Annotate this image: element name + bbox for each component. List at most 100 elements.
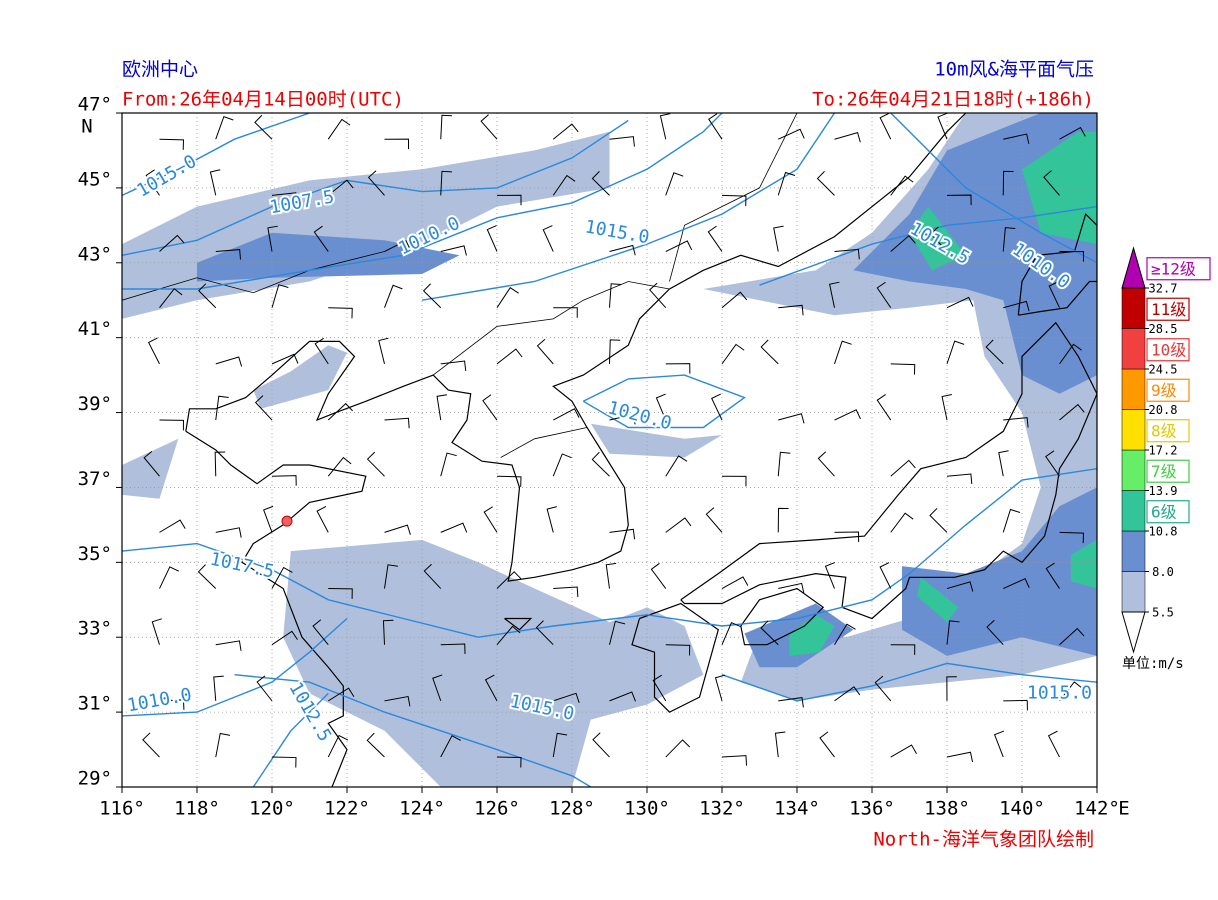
wind-barb [609, 244, 636, 256]
wind-barb [384, 417, 410, 429]
wind-barb [609, 136, 635, 147]
isobar [234, 674, 592, 787]
wind-barb [834, 409, 861, 421]
wind-barb [609, 283, 622, 308]
wind-barb [552, 453, 572, 477]
isobar [252, 692, 329, 787]
wind-barb [535, 620, 554, 646]
wind-barb [436, 394, 448, 421]
wind-barb [721, 475, 747, 487]
wind-barb [890, 744, 917, 758]
colorbar-bin [1121, 328, 1146, 370]
wind-barb [774, 731, 786, 758]
colorbar-extend-min [1121, 611, 1146, 654]
lat-tick-label: 37° [78, 468, 112, 490]
grade-box [1146, 378, 1190, 402]
wind-barb [142, 732, 160, 758]
colorbar-bin [1121, 571, 1146, 613]
wind-barb [215, 115, 234, 140]
wind-barb [665, 240, 693, 252]
wind-barb [215, 356, 243, 367]
wind-barb [384, 138, 410, 150]
wind-barb [198, 283, 217, 309]
isobar [122, 119, 629, 256]
wind-barb [652, 674, 667, 702]
lat-tick-label: 45° [78, 168, 112, 190]
colorbar-tick-label: 5.5 [1152, 606, 1174, 620]
contour-label: 1017.5 [208, 549, 276, 583]
wind-barb [440, 452, 457, 477]
wind-barb [1003, 133, 1030, 144]
coastline [504, 617, 533, 631]
lon-tick-label: 136° [849, 798, 895, 820]
wind-barb [1002, 170, 1014, 196]
isobar [890, 113, 1097, 264]
wind-barb [271, 353, 299, 365]
isobar [122, 113, 723, 290]
wind-barb [159, 234, 185, 252]
wind-barb [834, 686, 861, 702]
axes: 116° 118° 120° 122° 124° 126° 128° 130° 132° 134°… [78, 94, 1120, 820]
grade-box [1146, 338, 1190, 362]
wind-shade-strong [1022, 131, 1097, 245]
lon-tick-label: 142° [1074, 798, 1120, 820]
wind-barb [778, 304, 804, 316]
wind-barb [327, 179, 354, 196]
colorbar-tick-label: 20.8 [1149, 403, 1178, 417]
isobar [582, 374, 746, 429]
wind-barb [384, 564, 398, 589]
wind-barb [650, 562, 667, 589]
wind-barb [890, 363, 916, 375]
lon-tick-label: 130° [624, 798, 670, 820]
border-line [432, 281, 670, 376]
wind-barb [609, 414, 636, 425]
contour-label: 1015.0 [583, 216, 651, 248]
wind-barb [1002, 508, 1021, 533]
wind-barb [777, 171, 796, 196]
coastline [1017, 212, 1097, 316]
lon-tick-label: 134° [774, 798, 820, 820]
wind-shade-light [283, 539, 704, 787]
wind-barb [876, 394, 892, 421]
station-marker [281, 515, 293, 527]
wind-barb [591, 451, 610, 477]
from-time: From:26年04月14日00时(UTC) [122, 89, 404, 111]
wind-barb [553, 586, 579, 597]
wind-barb [834, 340, 852, 365]
coastline [185, 113, 967, 582]
wind-barb [591, 171, 610, 196]
colorbar-tick-label: 17.2 [1149, 444, 1178, 458]
wind-barb [778, 413, 805, 424]
wind-barb [890, 235, 916, 252]
wind-barb [941, 394, 952, 421]
colorbar-bin [1121, 449, 1146, 491]
colorbar-tick-label: 24.5 [1149, 363, 1178, 377]
wind-barb [665, 455, 688, 477]
wind-barb [778, 128, 805, 140]
border-line [669, 113, 798, 282]
wind-barb [327, 734, 349, 758]
wind-barb [367, 170, 385, 196]
wind-shade-light [122, 438, 179, 499]
wind-barb [271, 192, 298, 203]
wind-barb [482, 394, 498, 421]
wind-barb [946, 581, 974, 592]
wind-barb [159, 419, 185, 431]
wind-barb [946, 676, 957, 701]
wind-barb [553, 408, 580, 421]
wind-barb [215, 395, 229, 421]
wind-barb [1059, 531, 1085, 544]
lon-tick-label: 124° [399, 798, 445, 820]
wind-barb [432, 674, 443, 702]
wind-barb [496, 194, 522, 206]
wind-barb [271, 630, 298, 646]
wind-barb [834, 531, 860, 543]
wind-barb [496, 756, 522, 768]
coastline [185, 430, 367, 787]
wind-barb [609, 528, 636, 540]
wind-barb [946, 194, 972, 206]
wind-barb [312, 619, 329, 646]
wind-barb [536, 338, 554, 365]
wind-barb [707, 225, 723, 252]
wind-barb [998, 450, 1009, 477]
